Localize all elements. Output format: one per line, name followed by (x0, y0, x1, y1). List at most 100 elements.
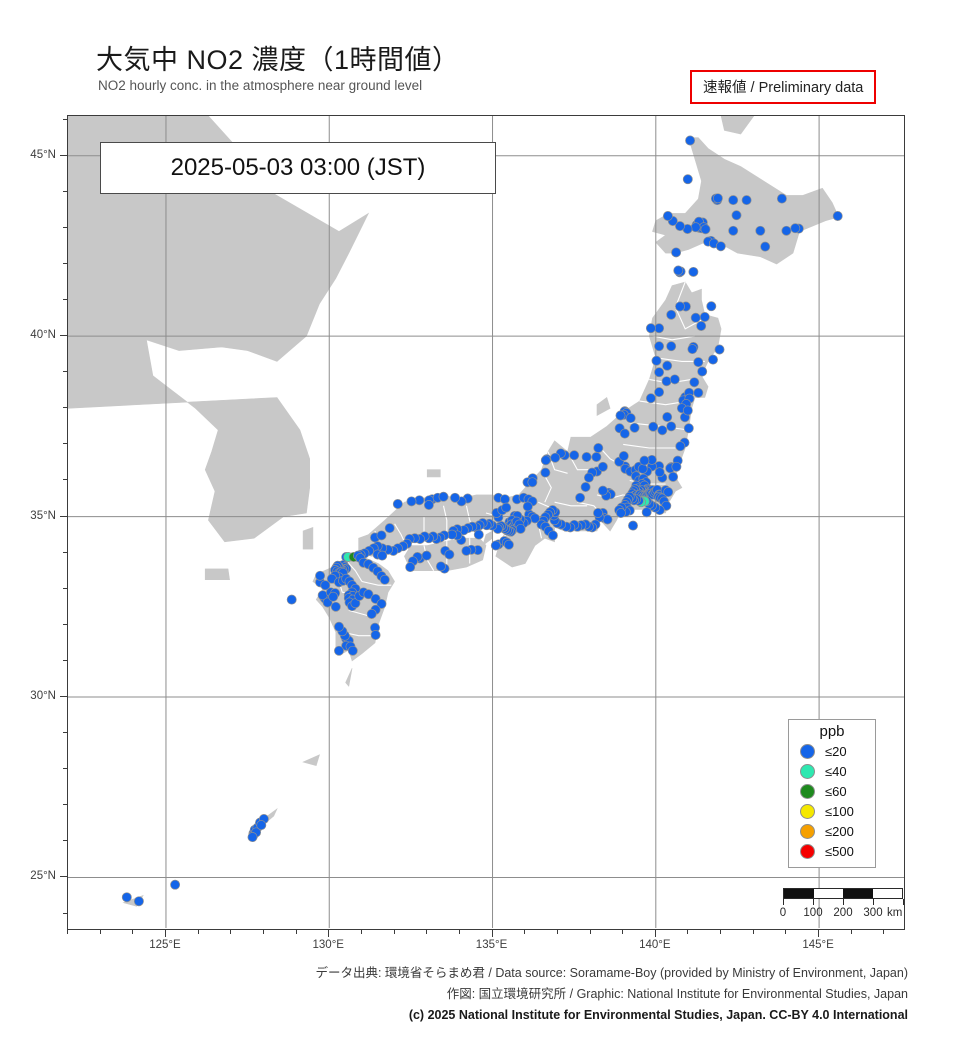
station-dot[interactable] (671, 247, 682, 258)
station-dot[interactable] (699, 312, 710, 322)
station-dot[interactable] (693, 387, 704, 398)
station-dot[interactable] (328, 591, 339, 602)
station-dot[interactable] (503, 539, 514, 550)
station-dot[interactable] (121, 892, 132, 903)
station-dot[interactable] (657, 425, 668, 436)
station-dot[interactable] (550, 452, 561, 463)
station-dot[interactable] (669, 374, 680, 385)
station-dot[interactable] (731, 210, 742, 221)
station-dot[interactable] (755, 225, 766, 236)
station-dot[interactable] (320, 580, 331, 591)
station-dot[interactable] (675, 301, 685, 312)
station-dot[interactable] (435, 561, 446, 572)
station-dot[interactable] (376, 598, 387, 609)
station-dot[interactable] (715, 241, 726, 252)
station-dot[interactable] (648, 421, 659, 432)
station-dot[interactable] (776, 193, 787, 204)
station-dot[interactable] (133, 896, 144, 907)
station-dot[interactable] (256, 820, 267, 831)
station-dot[interactable] (392, 499, 403, 509)
station-dot[interactable] (663, 487, 674, 497)
station-dot[interactable] (619, 428, 630, 439)
station-dot[interactable] (790, 223, 801, 234)
station-dot[interactable] (651, 355, 662, 366)
station-dot[interactable] (637, 463, 648, 474)
station-dot[interactable] (654, 467, 665, 478)
station-dot[interactable] (666, 341, 677, 352)
station-dot[interactable] (654, 323, 665, 334)
station-dot[interactable] (688, 266, 699, 277)
station-dot[interactable] (641, 507, 652, 518)
station-dot[interactable] (366, 609, 377, 619)
station-dot[interactable] (406, 496, 417, 507)
station-dot[interactable] (683, 423, 694, 434)
station-dot[interactable] (697, 366, 708, 377)
station-dot[interactable] (661, 376, 672, 387)
station-dot[interactable] (499, 494, 510, 505)
station-dot[interactable] (315, 570, 326, 581)
station-dot[interactable] (363, 589, 374, 600)
station-dot[interactable] (334, 645, 344, 656)
station-dot[interactable] (527, 477, 538, 488)
station-dot[interactable] (671, 461, 682, 472)
station-dot[interactable] (540, 467, 551, 478)
station-dot[interactable] (522, 501, 533, 512)
station-dot[interactable] (628, 520, 638, 531)
station-dot[interactable] (170, 879, 181, 890)
station-dot[interactable] (662, 360, 673, 371)
station-dot[interactable] (685, 135, 696, 146)
station-dot[interactable] (706, 301, 717, 312)
station-dot[interactable] (741, 195, 752, 206)
station-dot[interactable] (618, 451, 629, 461)
station-dot[interactable] (597, 461, 608, 472)
station-dot[interactable] (668, 471, 679, 482)
station-dot[interactable] (575, 492, 586, 503)
station-dot[interactable] (687, 344, 698, 355)
station-dot[interactable] (728, 225, 739, 236)
station-dot[interactable] (700, 224, 711, 235)
station-dot[interactable] (666, 421, 677, 432)
station-dot[interactable] (645, 323, 656, 334)
station-dot[interactable] (693, 357, 704, 368)
station-dot[interactable] (334, 621, 344, 632)
station-dot[interactable] (712, 193, 723, 204)
station-dot[interactable] (581, 452, 592, 462)
station-dot[interactable] (569, 450, 580, 461)
station-dot[interactable] (347, 645, 358, 656)
station-dot[interactable] (583, 472, 594, 483)
station-dot[interactable] (423, 500, 434, 510)
station-dot[interactable] (696, 321, 707, 331)
station-dot[interactable] (597, 485, 608, 496)
station-dot[interactable] (405, 562, 416, 573)
map-plot-area[interactable] (67, 115, 905, 930)
station-dot[interactable] (286, 594, 297, 605)
station-dot[interactable] (515, 523, 526, 534)
station-dot[interactable] (547, 530, 558, 541)
station-dot[interactable] (625, 413, 636, 424)
station-dot[interactable] (247, 832, 258, 843)
station-dot[interactable] (450, 492, 460, 503)
station-dot[interactable] (501, 502, 512, 513)
station-dot[interactable] (690, 222, 701, 233)
station-dot[interactable] (370, 630, 381, 640)
station-dot[interactable] (461, 545, 472, 556)
station-dot[interactable] (438, 491, 449, 502)
station-dot[interactable] (832, 211, 843, 221)
station-dot[interactable] (379, 574, 390, 585)
station-dot[interactable] (615, 410, 626, 421)
station-dot[interactable] (728, 195, 739, 206)
station-dot[interactable] (593, 443, 604, 453)
station-dot[interactable] (666, 309, 677, 320)
station-dot[interactable] (639, 455, 650, 466)
station-dot[interactable] (591, 452, 602, 462)
station-dot[interactable] (629, 422, 640, 433)
station-dot[interactable] (654, 387, 665, 398)
station-dot[interactable] (530, 513, 540, 524)
station-dot[interactable] (444, 549, 455, 560)
station-dot[interactable] (690, 312, 701, 323)
station-dot[interactable] (330, 601, 341, 612)
station-dot[interactable] (377, 550, 388, 561)
station-dot[interactable] (781, 225, 792, 236)
station-dot[interactable] (540, 455, 551, 466)
station-dot[interactable] (714, 344, 725, 355)
